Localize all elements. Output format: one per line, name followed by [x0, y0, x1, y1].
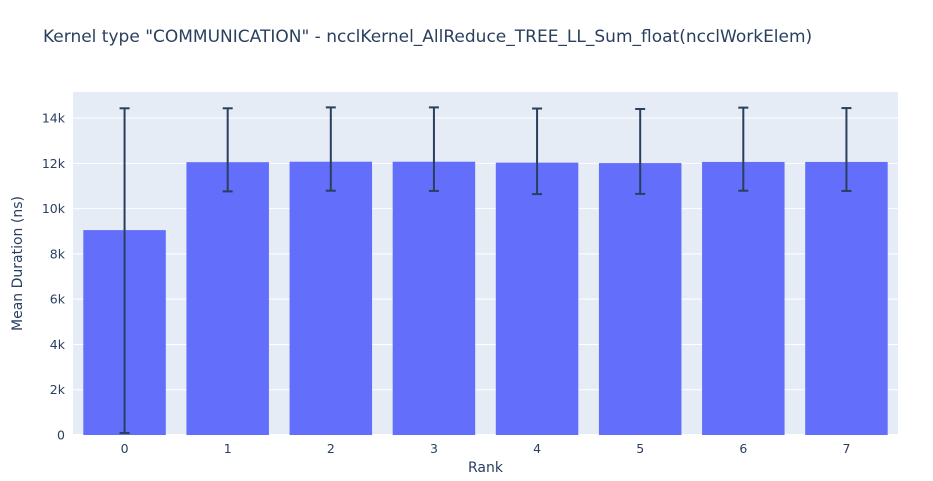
y-tick-label: 6k	[50, 292, 66, 307]
bar-rank-1[interactable]	[186, 162, 269, 435]
x-tick-label: 0	[121, 441, 129, 456]
chart-title: Kernel type "COMMUNICATION" - ncclKernel…	[43, 27, 813, 47]
x-axis-title: Rank	[468, 460, 504, 476]
bar-rank-4[interactable]	[495, 162, 579, 435]
y-tick-label: 4k	[50, 337, 66, 352]
bar-rank-3[interactable]	[392, 161, 476, 436]
x-tick-label: 7	[842, 441, 850, 456]
x-tick-label: 2	[327, 441, 335, 456]
y-tick-label: 14k	[42, 111, 66, 126]
y-tick-label: 8k	[50, 246, 66, 261]
bar-rank-6[interactable]	[702, 161, 785, 435]
y-tick-label: 2k	[50, 382, 66, 397]
x-tick-label: 5	[636, 441, 644, 456]
y-tick-label: 0	[57, 428, 65, 443]
y-tick-label: 10k	[42, 201, 66, 216]
x-tick-label: 4	[533, 441, 541, 456]
y-axis-title: Mean Duration (ns)	[10, 196, 26, 331]
x-tick-label: 1	[224, 441, 232, 456]
bar-rank-2[interactable]	[289, 161, 373, 436]
bar-rank-5[interactable]	[598, 163, 682, 435]
x-tick-label: 6	[739, 441, 747, 456]
bar-rank-7[interactable]	[805, 161, 888, 435]
y-tick-label: 12k	[42, 156, 66, 171]
x-tick-label: 3	[430, 441, 438, 456]
